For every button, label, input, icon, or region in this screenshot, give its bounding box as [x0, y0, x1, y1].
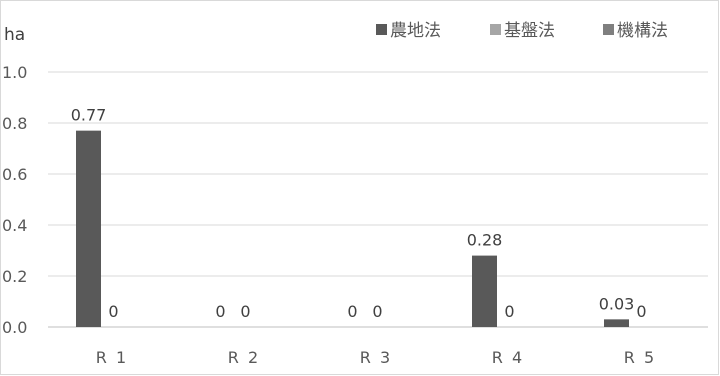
legend-swatch	[376, 24, 387, 35]
legend-label: 基盤法	[504, 21, 555, 41]
data-labels: 0.770 0 0 0 00.280 0.03 0	[71, 106, 647, 321]
legend-swatch	[490, 24, 501, 35]
x-tick-label: R 3	[360, 348, 392, 367]
y-tick-label: 0.2	[2, 267, 27, 286]
data-label: 0	[504, 302, 514, 321]
legend-swatch	[603, 24, 614, 35]
legend: 農地法 基盤法 機構法	[376, 21, 668, 41]
y-tick-label: 0.8	[2, 114, 27, 133]
data-label: 0	[240, 302, 250, 321]
legend-label: 機構法	[617, 21, 668, 41]
x-tick-labels: R 1 R 2 R 3 R 4 R 5	[96, 348, 656, 367]
data-label: 0	[372, 302, 382, 321]
bars	[76, 130, 629, 327]
data-label: 0	[347, 302, 357, 321]
x-tick-label: R 1	[96, 348, 128, 367]
x-tick-label: R 5	[624, 348, 656, 367]
data-label: 0.28	[467, 231, 503, 250]
x-tick-label: R 4	[492, 348, 524, 367]
bar	[472, 255, 497, 327]
data-label: 0	[215, 302, 225, 321]
data-label: 0	[636, 302, 646, 321]
data-label: 0.03	[599, 294, 635, 313]
data-label: 0	[108, 302, 118, 321]
y-tick-label: 0.6	[2, 165, 27, 184]
legend-label: 農地法	[390, 21, 441, 41]
y-tick-labels: 0.0 0.2 0.4 0.6 0.8 1.0	[2, 63, 27, 337]
bar	[604, 319, 629, 327]
y-unit-label: ha	[4, 25, 25, 45]
y-tick-label: 0.0	[2, 318, 27, 337]
y-tick-label: 0.4	[2, 216, 27, 235]
data-label: 0.77	[71, 106, 107, 125]
y-tick-label: 1.0	[2, 63, 27, 82]
x-tick-label: R 2	[228, 348, 260, 367]
gridlines	[48, 71, 708, 328]
bar	[76, 130, 101, 327]
